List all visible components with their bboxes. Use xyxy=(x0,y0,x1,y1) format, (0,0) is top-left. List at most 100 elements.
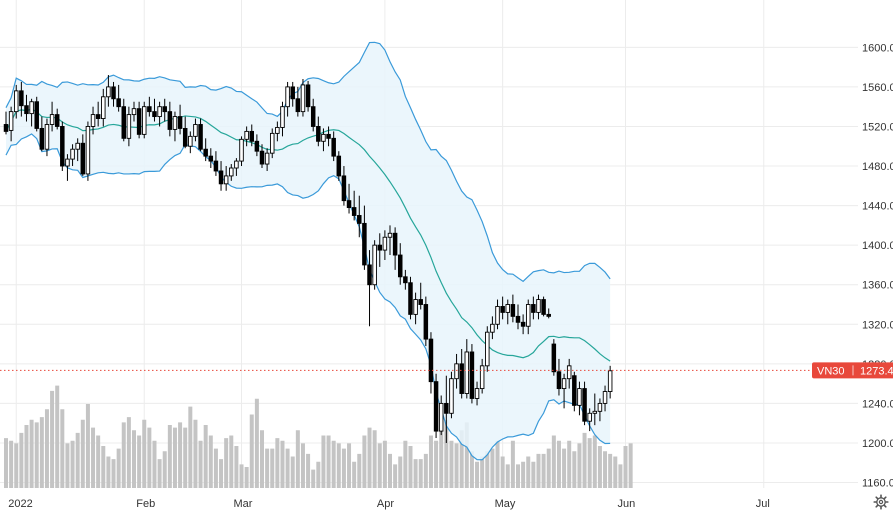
candle xyxy=(536,294,541,320)
candle xyxy=(377,233,383,267)
y-tick-label: 1560.0 xyxy=(862,82,893,94)
candle xyxy=(147,96,152,117)
candle xyxy=(24,94,29,122)
candle xyxy=(449,371,454,419)
candle-body xyxy=(141,106,147,135)
candle-body xyxy=(198,124,203,150)
candle-body xyxy=(403,276,408,284)
candle xyxy=(351,190,357,221)
volume-bar xyxy=(270,448,275,488)
volume-bar xyxy=(434,440,439,488)
volume-bar xyxy=(562,448,567,488)
candle xyxy=(44,118,50,157)
candle xyxy=(290,81,295,107)
candle xyxy=(495,299,500,330)
candle xyxy=(111,81,116,107)
candle xyxy=(541,296,546,317)
candle-body xyxy=(208,155,214,162)
candle xyxy=(397,243,403,285)
volume-bar xyxy=(203,425,208,488)
volume-bar xyxy=(413,459,418,488)
candle-body xyxy=(346,200,352,209)
candle xyxy=(515,304,521,330)
candle-body xyxy=(454,363,459,380)
y-tick-label: 1520.0 xyxy=(862,121,893,133)
candle-body xyxy=(525,304,531,327)
candle-body xyxy=(485,331,490,367)
volume-bar xyxy=(193,419,198,488)
x-tick-label: Jun xyxy=(618,498,636,510)
candle-body xyxy=(90,114,96,127)
candle-body xyxy=(387,232,393,238)
volume-bar xyxy=(331,440,336,488)
candle-body xyxy=(500,306,505,313)
gear-icon[interactable] xyxy=(873,494,889,510)
candle xyxy=(464,339,470,399)
candle xyxy=(336,151,342,181)
volume-bar xyxy=(546,448,551,488)
volume-bar xyxy=(587,438,592,488)
candle-body xyxy=(479,365,485,390)
candle xyxy=(316,116,321,147)
volume-bar xyxy=(39,417,44,488)
candle-body xyxy=(551,343,557,373)
candle xyxy=(3,111,9,135)
volume-bar xyxy=(500,456,505,488)
candle xyxy=(321,128,326,152)
volume-bar xyxy=(475,461,480,488)
volume-bar xyxy=(459,430,464,488)
candle-body xyxy=(510,304,516,317)
x-tick-label: Feb xyxy=(136,498,155,510)
candle-body xyxy=(218,170,224,185)
candle xyxy=(423,296,429,347)
volume-bar xyxy=(418,459,423,488)
candle xyxy=(157,101,162,127)
candle-body xyxy=(382,236,388,251)
candle-body xyxy=(254,140,260,152)
candle-body xyxy=(357,215,362,224)
candle xyxy=(602,385,608,412)
volume-bar xyxy=(295,430,300,488)
volume-bar xyxy=(613,456,618,488)
volume-bar xyxy=(449,440,454,488)
candle xyxy=(239,136,244,167)
candle xyxy=(60,121,65,171)
volume-bar xyxy=(597,446,602,488)
volume-bar xyxy=(85,404,90,488)
candle xyxy=(485,326,490,372)
candle-body xyxy=(280,106,285,128)
volume-bar xyxy=(111,459,116,488)
candle-body xyxy=(597,402,603,412)
volume-bar xyxy=(50,390,55,488)
volume-bar xyxy=(367,427,372,488)
volume-bar xyxy=(188,406,193,488)
volume-bar xyxy=(480,456,485,488)
candle-body xyxy=(423,304,429,340)
volume-bar xyxy=(172,427,177,488)
candle xyxy=(577,381,582,416)
volume-bar xyxy=(393,464,398,488)
volume-bar xyxy=(121,422,126,488)
volume-bar xyxy=(541,453,546,488)
volume-bar xyxy=(316,461,321,488)
volume-bar xyxy=(265,448,270,488)
candle xyxy=(346,183,352,214)
candle xyxy=(561,373,567,409)
candle-body xyxy=(408,282,413,315)
candle-body xyxy=(556,371,562,390)
candle xyxy=(264,148,270,171)
candle-body xyxy=(469,351,475,399)
candle xyxy=(403,269,408,290)
volume-bar xyxy=(137,435,142,488)
candle xyxy=(269,128,275,159)
volume-bar xyxy=(198,440,203,488)
volume-bar xyxy=(556,440,561,488)
y-tick-label: 1360.0 xyxy=(862,280,893,292)
volume-bar xyxy=(526,456,531,488)
volume-bar xyxy=(290,456,295,488)
volume-bar xyxy=(423,453,428,488)
candle-body xyxy=(177,116,183,129)
candle xyxy=(259,144,265,169)
candle-body xyxy=(341,175,347,202)
candle xyxy=(474,381,480,406)
